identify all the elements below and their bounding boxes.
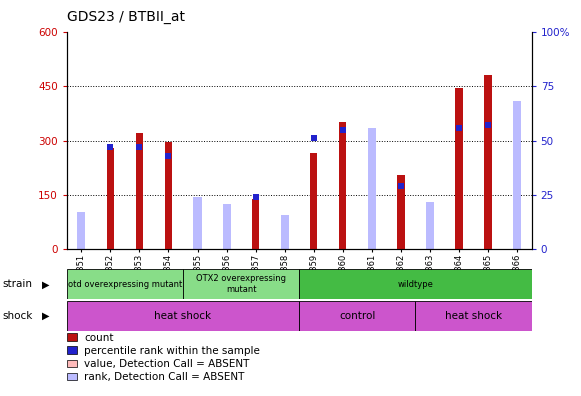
Bar [368, 128, 376, 249]
Text: GDS23 / BTBII_at: GDS23 / BTBII_at [67, 10, 185, 24]
Bar [281, 215, 289, 249]
Bar [165, 143, 172, 249]
Text: percentile rank within the sample: percentile rank within the sample [84, 346, 260, 356]
Bar [299, 269, 532, 299]
Text: value, Detection Call = ABSENT: value, Detection Call = ABSENT [84, 359, 250, 369]
Text: ▶: ▶ [42, 311, 49, 321]
Bar [339, 122, 346, 249]
Bar [513, 128, 521, 249]
Bar [485, 75, 492, 249]
Bar [193, 197, 202, 249]
Text: control: control [339, 311, 375, 321]
Bar [368, 128, 376, 249]
Bar [281, 226, 289, 249]
Text: ▶: ▶ [42, 279, 49, 289]
Text: heat shock: heat shock [155, 311, 211, 321]
Bar [397, 175, 404, 249]
Text: OTX2 overexpressing
mutant: OTX2 overexpressing mutant [196, 274, 286, 294]
Bar [426, 202, 434, 249]
Bar [107, 148, 114, 249]
Bar [77, 221, 85, 249]
Bar [77, 212, 85, 249]
Text: rank, Detection Call = ABSENT: rank, Detection Call = ABSENT [84, 372, 245, 382]
Bar [456, 88, 462, 249]
Bar [136, 133, 143, 249]
Text: heat shock: heat shock [445, 311, 502, 321]
Text: count: count [84, 333, 114, 343]
Bar [223, 204, 231, 249]
Bar [513, 101, 521, 249]
Text: shock: shock [3, 311, 33, 321]
Bar [67, 269, 183, 299]
Text: strain: strain [3, 279, 33, 289]
Text: wildtype: wildtype [397, 280, 433, 289]
Bar [426, 221, 434, 249]
Text: otd overexpressing mutant: otd overexpressing mutant [68, 280, 182, 289]
Bar [193, 221, 202, 249]
Bar [252, 199, 259, 249]
Bar [299, 301, 415, 331]
Bar [67, 301, 299, 331]
Bar [310, 153, 317, 249]
Bar [223, 228, 231, 249]
Bar [183, 269, 299, 299]
Bar [415, 301, 532, 331]
